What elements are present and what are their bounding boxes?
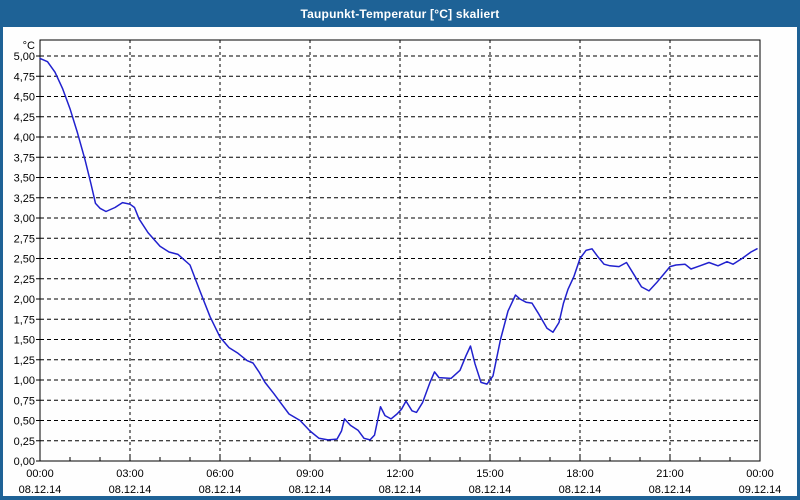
window-title: Taupunkt-Temperatur [°C] skaliert	[300, 6, 500, 21]
title-bar: Taupunkt-Temperatur [°C] skaliert	[0, 0, 800, 27]
chart-area	[3, 27, 797, 496]
